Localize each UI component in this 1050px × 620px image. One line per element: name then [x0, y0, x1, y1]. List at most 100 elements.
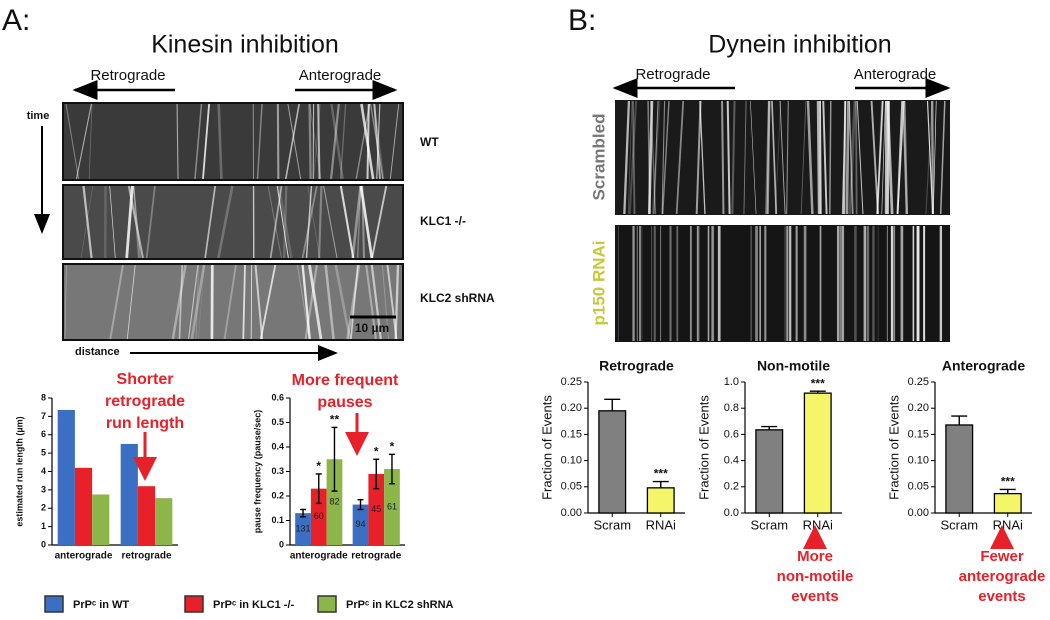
streak: [876, 100, 884, 215]
annotation: run length: [106, 415, 184, 432]
bar: [755, 429, 784, 514]
significance: ***: [811, 376, 825, 390]
chart-title: Anterograde: [942, 358, 1025, 374]
streak: [381, 264, 389, 340]
streak: [75, 103, 92, 180]
streak: [370, 264, 382, 340]
streak: [283, 185, 288, 259]
streak: [355, 103, 371, 180]
streak: [339, 103, 347, 180]
annotation: anterograde: [959, 568, 1046, 585]
streak: [376, 103, 381, 180]
annotation: events: [978, 588, 1026, 605]
streak: [631, 100, 636, 215]
legend-swatch: [44, 595, 64, 613]
streak: [323, 185, 338, 259]
streak: [301, 264, 311, 340]
direction-label: Anterograde: [299, 67, 382, 84]
streak: [779, 100, 786, 215]
streak: [80, 185, 94, 259]
annotation: Shorter: [117, 371, 174, 388]
y-tick-label: 0.5: [271, 417, 284, 427]
streak: [132, 185, 140, 259]
n-label: 45: [371, 504, 381, 514]
axis-label: distance: [75, 346, 120, 358]
y-tick-label: 6: [41, 429, 46, 439]
y-tick-label: 0.2: [724, 481, 739, 493]
error-bar: [652, 480, 669, 488]
panel-title: Kinesin inhibition: [151, 31, 339, 59]
x-tick-label: Scram: [593, 517, 631, 532]
streak: [317, 185, 323, 259]
y-tick-label: 0.0: [724, 507, 739, 519]
streak: [360, 103, 375, 180]
y-tick-label: 0.05: [908, 481, 929, 493]
n-label: 61: [387, 501, 397, 511]
streak: [242, 264, 246, 340]
streak: [287, 103, 302, 180]
streak: [819, 100, 822, 215]
y-tick-label: 0.10: [561, 455, 582, 467]
streak: [351, 185, 362, 259]
streak: [267, 185, 282, 259]
streak: [829, 100, 832, 215]
y-axis-label: Fraction of Events: [539, 395, 554, 500]
streak: [284, 103, 300, 180]
x-tick-label: RNAi: [803, 517, 833, 532]
x-tick-label: retrograde: [351, 551, 401, 562]
streak: [870, 100, 879, 215]
kymograph-streaks: [64, 100, 946, 341]
bar: [310, 488, 327, 545]
significance: *: [390, 440, 395, 454]
y-tick-label: 0.4: [724, 455, 739, 467]
error-bar: [809, 390, 826, 394]
streak: [64, 264, 67, 340]
streak: [653, 100, 659, 215]
bar: [368, 473, 385, 545]
streak: [695, 100, 702, 215]
significance: *: [316, 459, 321, 473]
streak: [902, 100, 908, 215]
bar: [92, 494, 110, 545]
y-tick-label: 0.20: [561, 402, 582, 414]
annotation: pauses: [317, 394, 372, 411]
streak: [774, 100, 782, 215]
bar: [352, 504, 369, 545]
direction-label: Anterograde: [854, 66, 937, 83]
streak: [932, 100, 937, 215]
y-tick-label: 0.00: [561, 507, 582, 519]
streak: [109, 185, 116, 259]
bar: [295, 513, 311, 545]
y-tick-label: 0.8: [724, 402, 739, 414]
y-tick-label: 0.25: [561, 376, 582, 388]
streak: [202, 103, 211, 180]
streak: [277, 185, 293, 259]
streak: [269, 185, 283, 259]
streak: [731, 100, 736, 215]
streak: [926, 100, 934, 215]
streak: [308, 103, 312, 180]
streak: [126, 264, 136, 340]
legend-label: PrPᶜ in KLC2 shRNA: [346, 599, 454, 611]
streak: [217, 103, 223, 180]
y-axis-label: Fraction of Events: [696, 395, 711, 500]
bar: [137, 486, 156, 545]
axis-label: time: [27, 110, 50, 122]
streak: [334, 264, 352, 340]
streak: [217, 185, 234, 259]
y-tick-label: 0.3: [271, 466, 284, 476]
streak: [339, 185, 355, 259]
panel-title: Dynein inhibition: [708, 31, 891, 59]
y-tick-label: 0.6: [271, 392, 284, 402]
direction-label: Retrograde: [635, 66, 710, 83]
bar: [120, 443, 138, 545]
streak: [806, 100, 814, 215]
streak: [848, 100, 857, 215]
streak: [305, 185, 313, 259]
streak: [194, 103, 203, 180]
streak: [350, 264, 359, 340]
streak: [317, 103, 321, 180]
bar: [326, 459, 343, 545]
streak: [301, 185, 318, 259]
streak: [848, 100, 853, 215]
